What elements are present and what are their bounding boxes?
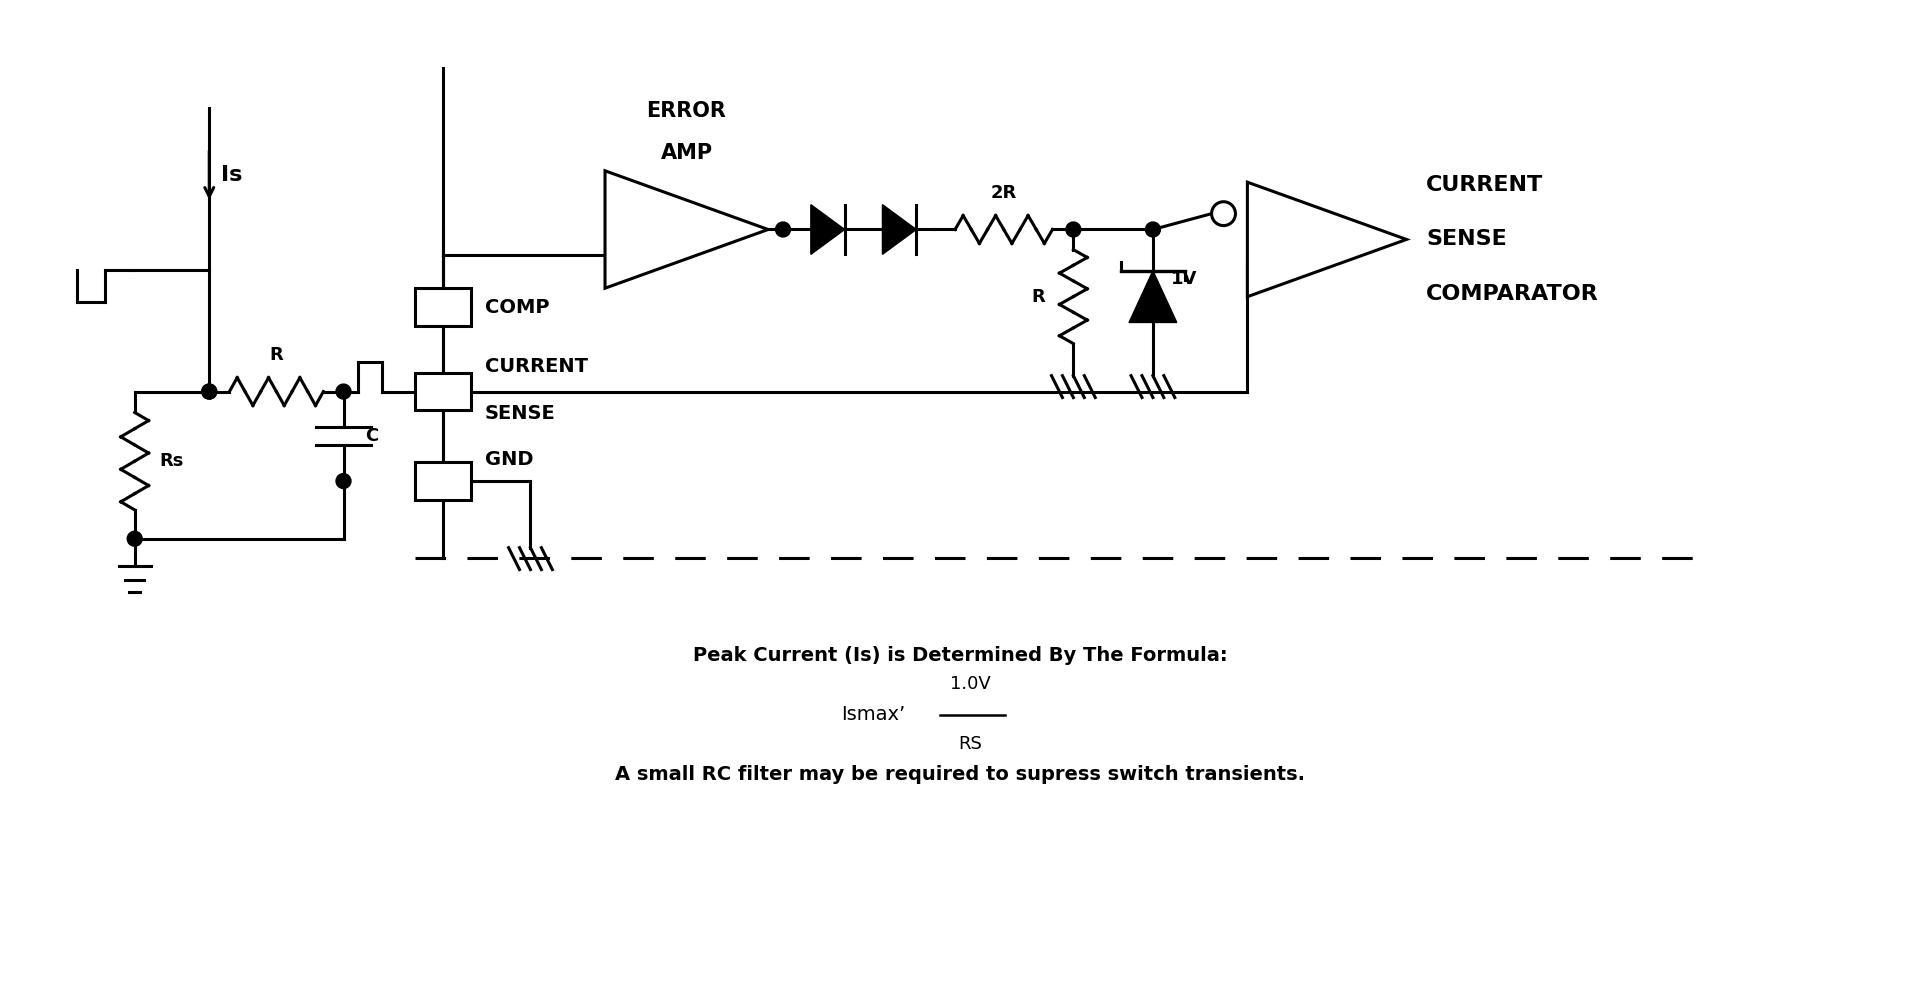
Text: 1.0V: 1.0V [950, 674, 990, 693]
Text: Ismax’: Ismax’ [840, 705, 906, 725]
Text: SENSE: SENSE [485, 404, 556, 423]
Text: Is: Is [221, 165, 242, 184]
Circle shape [127, 531, 142, 546]
Text: COMPARATOR: COMPARATOR [1427, 284, 1600, 304]
Circle shape [775, 222, 790, 237]
Polygon shape [883, 205, 915, 254]
FancyBboxPatch shape [415, 288, 471, 326]
Text: AMP: AMP [660, 143, 713, 163]
Circle shape [1146, 222, 1160, 237]
Text: R: R [269, 346, 283, 364]
Text: R: R [1033, 288, 1046, 306]
Circle shape [202, 385, 217, 399]
FancyBboxPatch shape [415, 373, 471, 410]
Text: GND: GND [485, 450, 533, 468]
Circle shape [202, 385, 217, 399]
Polygon shape [812, 205, 844, 254]
Text: CURRENT: CURRENT [1427, 175, 1544, 195]
Text: Peak Current (Is) is Determined By The Formula:: Peak Current (Is) is Determined By The F… [692, 646, 1227, 665]
Circle shape [337, 473, 352, 488]
Text: A small RC filter may be required to supress switch transients.: A small RC filter may be required to sup… [615, 765, 1306, 784]
Text: 3: 3 [437, 383, 450, 400]
Text: COMP: COMP [485, 298, 550, 317]
Circle shape [337, 385, 352, 399]
Text: Rs: Rs [160, 453, 185, 470]
Text: CURRENT: CURRENT [485, 357, 588, 377]
Text: 5: 5 [437, 472, 450, 490]
Text: SENSE: SENSE [1427, 230, 1508, 249]
Text: 2R: 2R [990, 183, 1017, 202]
Text: C: C [365, 427, 379, 446]
Text: ERROR: ERROR [646, 102, 727, 121]
FancyBboxPatch shape [415, 462, 471, 500]
Polygon shape [1248, 182, 1406, 297]
Text: 1: 1 [437, 298, 450, 317]
Circle shape [1065, 222, 1081, 237]
Polygon shape [1129, 271, 1177, 322]
Text: RS: RS [958, 735, 983, 752]
Text: 1V: 1V [1171, 270, 1198, 288]
Polygon shape [606, 171, 767, 288]
Circle shape [1211, 202, 1235, 226]
